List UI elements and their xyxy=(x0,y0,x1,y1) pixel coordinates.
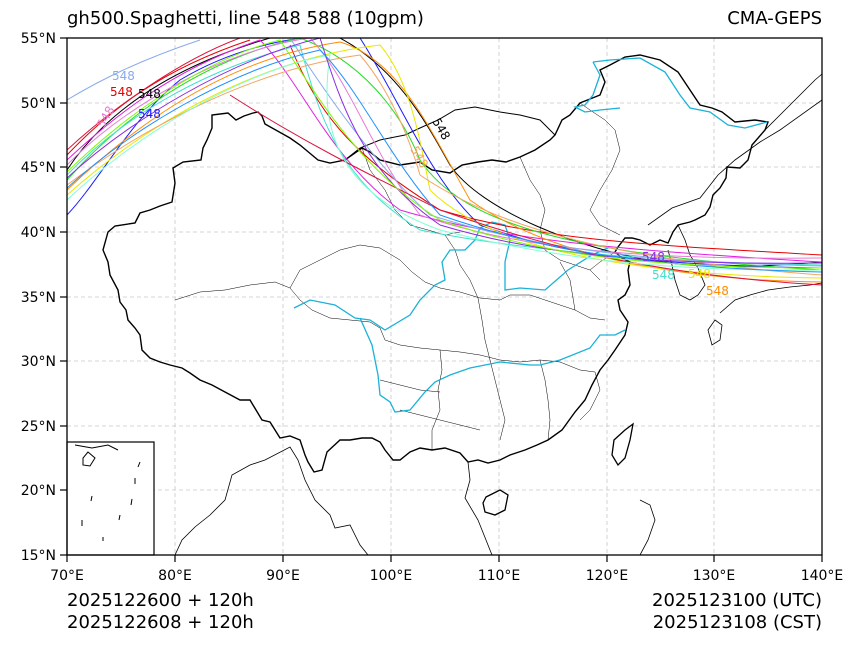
china-border xyxy=(102,54,769,473)
korea-peninsula xyxy=(667,224,706,301)
y-tick-label: 25°N xyxy=(21,419,56,435)
valid-time-cst: 2025123108 (CST) xyxy=(652,612,822,633)
valid-time-block: 2025123100 (UTC) 2025123108 (CST) xyxy=(652,590,822,634)
hainan-island xyxy=(482,489,509,516)
member-pink xyxy=(67,38,822,259)
y-tick-label: 45°N xyxy=(21,160,56,176)
member-crimson xyxy=(67,38,822,286)
x-tick-label: 140°E xyxy=(801,568,844,584)
valid-time-utc: 2025123100 (UTC) xyxy=(652,590,822,611)
contour-label: 548 xyxy=(706,284,729,298)
member-lime xyxy=(67,39,822,269)
japan-islands xyxy=(707,282,822,346)
x-tick-label: 80°E xyxy=(158,568,192,584)
inset-coast xyxy=(74,444,119,467)
chart-title: gh500.Spaghetti, line 548 588 (10gpm) xyxy=(67,8,424,29)
contour-label: 548 xyxy=(110,85,133,99)
india-coast xyxy=(174,446,369,555)
contour-label: 548 xyxy=(688,267,711,281)
init-time-block: 2025122600 + 120h 2025122608 + 120h xyxy=(67,590,254,634)
model-name: CMA-GEPS xyxy=(727,8,822,29)
contour-label: 548 xyxy=(138,107,161,121)
x-tick-label: 110°E xyxy=(478,568,521,584)
init-time-utc: 2025122600 + 120h xyxy=(67,590,254,611)
contour-label: 548 xyxy=(429,116,453,143)
x-axis-labels: 70°E 80°E 90°E 100°E 110°E 120°E 130°E 1… xyxy=(50,568,843,584)
contour-label: 548 xyxy=(642,250,665,264)
spaghetti-contours xyxy=(67,38,822,286)
gridlines xyxy=(67,38,822,555)
russia-coast xyxy=(647,99,822,226)
y-axis-labels: 55°N 50°N 45°N 40°N 35°N 30°N 25°N 20°N … xyxy=(21,31,56,564)
y-tick-label: 30°N xyxy=(21,354,56,370)
y-tick-label: 20°N xyxy=(21,483,56,499)
south-china-sea-inset xyxy=(66,441,155,556)
x-tick-label: 90°E xyxy=(266,568,300,584)
y-tick-label: 55°N xyxy=(21,31,56,47)
member-purple xyxy=(67,38,822,264)
y-tick-label: 35°N xyxy=(21,290,56,306)
member-lightblue xyxy=(67,38,822,267)
member-cyan xyxy=(67,44,822,266)
y-tick-label: 15°N xyxy=(21,548,56,564)
member-green xyxy=(67,38,822,271)
inset-islands xyxy=(81,461,141,541)
y-tick-label: 50°N xyxy=(21,96,56,112)
member-salmon xyxy=(67,54,822,276)
init-time-cst: 2025122608 + 120h xyxy=(67,612,254,633)
philippines xyxy=(639,499,656,555)
contour-label: 548 xyxy=(138,87,161,101)
member-aqua xyxy=(67,54,822,271)
rivers xyxy=(293,57,768,413)
x-tick-label: 120°E xyxy=(586,568,629,584)
member-orange xyxy=(67,41,822,283)
axis-ticks xyxy=(60,37,823,562)
contour-label: 548 xyxy=(112,69,135,83)
province-borders xyxy=(174,102,621,450)
mongolia-border xyxy=(344,106,556,161)
contour-label: 548 xyxy=(652,268,675,282)
member-teal xyxy=(67,49,822,273)
x-tick-label: 130°E xyxy=(693,568,736,584)
x-tick-label: 100°E xyxy=(370,568,413,584)
y-tick-label: 40°N xyxy=(21,225,56,241)
member-blue xyxy=(67,38,822,269)
x-tick-label: 70°E xyxy=(50,568,84,584)
taiwan-island xyxy=(611,422,634,467)
manchuria-coast xyxy=(764,73,822,131)
indochina-coast xyxy=(464,461,493,555)
